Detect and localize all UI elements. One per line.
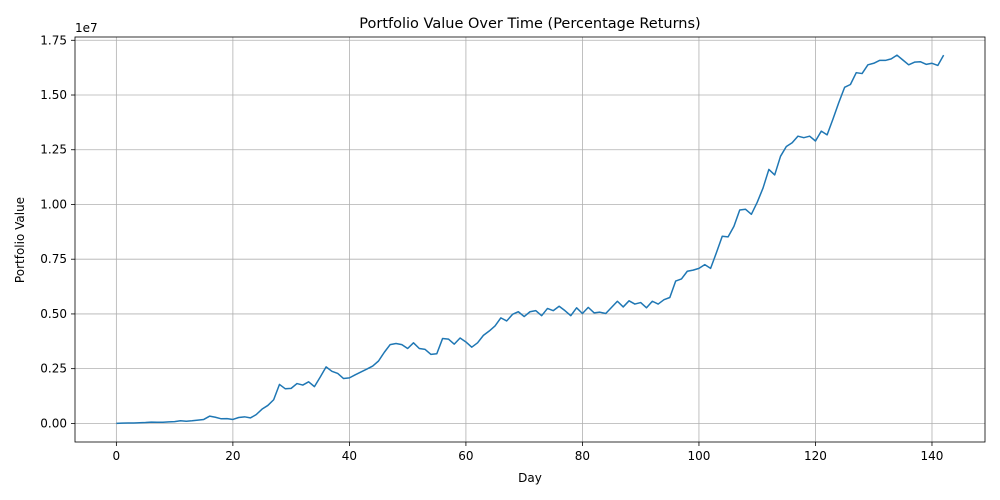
y-tick-label: 1.75 [40,33,67,47]
x-tick-label: 140 [921,449,944,463]
x-tick-label: 20 [225,449,240,463]
x-axis-title: Day [518,471,542,485]
x-tick-label: 80 [575,449,590,463]
y-tick-label: 0.25 [40,362,67,376]
series-line-0 [116,54,945,425]
x-tick-label: 120 [804,449,827,463]
y-axis-title: Portfolio Value [13,197,27,283]
y-tick-label: 1.50 [40,88,67,102]
x-tick-label: 0 [113,449,121,463]
y-offset-label: 1e7 [75,21,98,35]
y-tick-label: 1.25 [40,143,67,157]
y-tick-label: 1.00 [40,197,67,211]
y-tick-label: 0.50 [40,307,67,321]
x-grid [115,37,933,442]
plot-frame [74,36,986,443]
y-axis-ticks: 0.00 0.25 0.50 0.75 1.00 1.25 1.50 1.75 [40,33,75,430]
chart-title: Portfolio Value Over Time (Percentage Re… [359,16,700,32]
x-tick-label: 100 [687,449,710,463]
x-axis-ticks: 0 20 40 60 80 100 120 140 [113,442,944,463]
series-layer [116,54,945,425]
x-tick-label: 60 [458,449,473,463]
x-tick-label: 40 [342,449,357,463]
y-tick-label: 0.75 [40,252,67,266]
y-grid [75,39,985,424]
y-tick-label: 0.00 [40,416,67,430]
